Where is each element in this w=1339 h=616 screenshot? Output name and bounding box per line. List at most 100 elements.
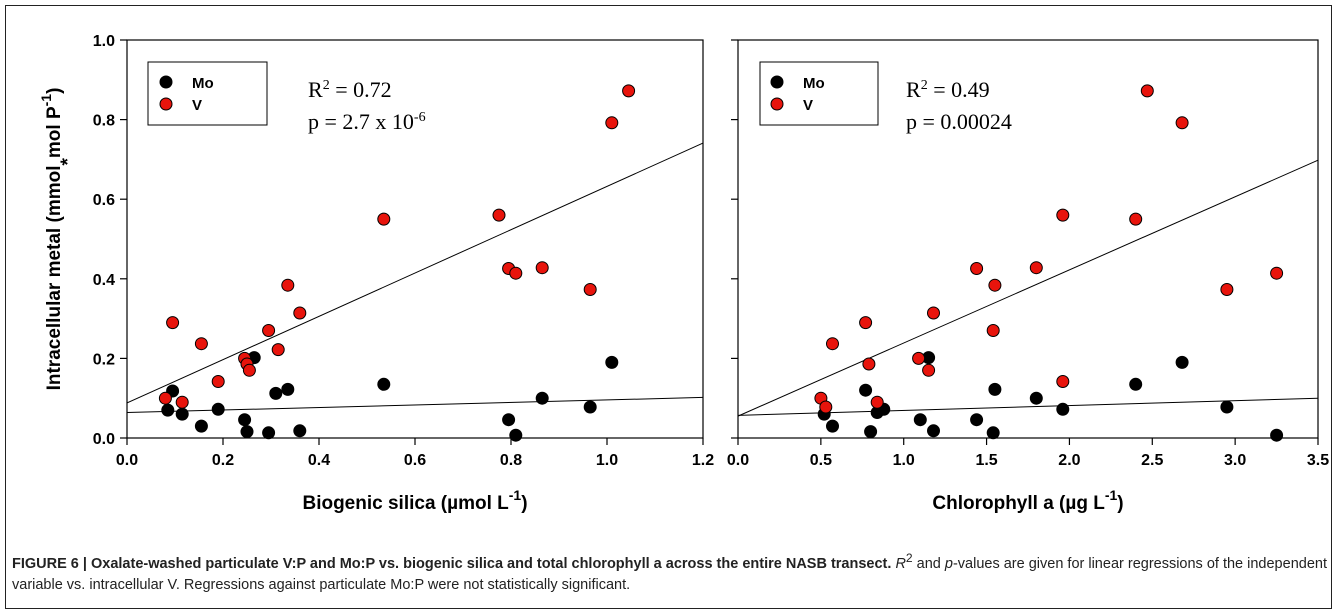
right-point-v: [912, 351, 926, 365]
right-point-v: [986, 324, 1000, 337]
left-y-tick-label: 0.4: [93, 272, 115, 289]
right-point-mo: [913, 413, 927, 427]
left-x-title-main: Biogenic silica (µmol L: [302, 493, 509, 514]
left-y-tick-label: 0.6: [93, 192, 115, 209]
left-point-mo: [502, 413, 516, 427]
left-point-mo: [377, 377, 391, 391]
left-point-v: [194, 337, 208, 351]
left-point-mo: [293, 424, 307, 438]
left-y-tick-label: 0.8: [93, 113, 115, 130]
left-stats: R2 = 0.72 p = 2.7 x 10-6: [308, 77, 426, 134]
right-p-text: p = 0.00024: [906, 109, 1012, 134]
right-x-tick-label: 2.5: [1141, 452, 1163, 469]
y-title-close: ): [44, 88, 65, 94]
left-point-v: [509, 266, 523, 280]
right-point-mo: [1029, 391, 1043, 405]
left-r2-symbol: R: [308, 77, 323, 102]
left-point-v: [293, 306, 307, 320]
right-x-tick-label: 3.5: [1307, 452, 1329, 469]
left-legend-mo-label: Mo: [192, 75, 214, 92]
left-point-v: [166, 316, 180, 330]
left-point-mo: [161, 403, 175, 417]
right-fit-line-v: [737, 159, 1319, 417]
right-x-title-main: Chlorophyll a (µg L: [932, 493, 1105, 514]
y-title-sup: -1: [38, 94, 54, 107]
right-point-mo: [1220, 400, 1234, 414]
figure-caption: FIGURE 6 | Oxalate-washed particulate V:…: [12, 548, 1327, 596]
left-marks: 0.0 0.2 0.4 0.6 0.8 1.0 1.2 0.0 0.2 0.4 0.6 0.8 1.0: [93, 33, 714, 469]
left-point-v: [281, 278, 295, 292]
right-point-mo: [1175, 355, 1189, 369]
left-point-v: [242, 363, 256, 377]
left-point-mo: [583, 400, 597, 414]
left-point-mo: [509, 428, 523, 442]
right-point-mo: [927, 424, 940, 438]
left-point-mo: [269, 386, 283, 400]
left-x-tick-label: 0.2: [212, 452, 234, 469]
left-point-v: [175, 395, 189, 409]
left-point-v: [622, 84, 636, 98]
right-point-v: [1220, 283, 1234, 296]
left-point-v: [535, 261, 549, 275]
right-point-v: [970, 262, 984, 275]
left-x-tick-label: 0.8: [500, 452, 522, 469]
right-legend-mo-marker: [770, 75, 784, 89]
left-point-mo: [281, 382, 295, 396]
y-title-star: *: [58, 158, 79, 166]
right-point-v: [1056, 375, 1070, 388]
right-x-tick-label: 2.0: [1058, 452, 1080, 469]
caption-body: -values are given for linear regressions…: [12, 555, 1327, 593]
right-point-v: [859, 316, 873, 330]
right-x-tick-label: 3.0: [1224, 452, 1246, 469]
left-x-title-close: ): [521, 493, 527, 514]
right-point-v: [870, 395, 884, 409]
right-point-v: [1175, 116, 1189, 130]
right-x-tick-label: 0.5: [810, 452, 832, 469]
caption-head: FIGURE 6 | Oxalate-washed particulate V:…: [12, 555, 892, 572]
right-point-v: [862, 357, 876, 371]
right-x-axis-title: Chlorophyll a (µg L-1): [932, 487, 1123, 514]
right-point-v: [927, 306, 940, 320]
left-point-mo: [175, 407, 189, 421]
left-point-mo: [262, 426, 276, 440]
right-point-mo: [1056, 402, 1070, 416]
left-p-main: p = 2.7 x 10: [308, 109, 414, 134]
caption-r2-sup: 2: [905, 551, 913, 565]
right-point-v: [1029, 261, 1043, 275]
left-point-mo: [211, 402, 225, 416]
left-point-mo: [535, 391, 549, 405]
y-title-main: Intracellular metal (mmol: [44, 166, 65, 391]
right-marks: 0.0 0.5 1.0 1.5 2.0 2.5 3.0 3.5: [727, 39, 1329, 469]
left-x-tick-label: 0.6: [404, 452, 426, 469]
right-r2-symbol: R: [906, 77, 921, 102]
y-title-mid: mol P: [44, 106, 65, 158]
left-r2-text: R2 = 0.72: [308, 77, 392, 102]
right-point-v: [1129, 212, 1143, 226]
right-x-title-close: ): [1117, 493, 1123, 514]
left-y-tick-label: 0.0: [93, 431, 115, 448]
left-point-v: [271, 343, 285, 357]
right-point-mo: [1270, 428, 1284, 442]
right-x-tick-label: 1.5: [975, 452, 997, 469]
right-r2-sup: 2: [921, 78, 928, 93]
right-legend-mo-label: Mo: [803, 75, 825, 92]
right-stats: R2 = 0.49 p = 0.00024: [906, 77, 1012, 134]
right-panel: 0.0 0.5 1.0 1.5 2.0 2.5 3.0 3.5 Mo V R2 = 0.49 …: [727, 39, 1329, 514]
left-x-tick-label: 0.4: [308, 452, 330, 469]
right-point-mo: [988, 382, 1002, 396]
right-legend-box: [759, 61, 879, 126]
left-p-sup: -6: [414, 110, 426, 125]
left-point-mo: [238, 413, 252, 427]
right-legend-v-label: V: [803, 97, 813, 114]
left-point-v: [583, 283, 597, 296]
left-point-v: [211, 375, 225, 388]
y-axis-title: Intracellular metal (mmol*mol P-1): [38, 88, 79, 391]
right-point-v: [826, 337, 839, 351]
left-x-axis-title: Biogenic silica (µmol L-1): [302, 487, 527, 514]
right-point-v: [988, 278, 1002, 292]
right-point-v: [819, 400, 833, 414]
left-x-tick-label: 0.0: [116, 452, 138, 469]
right-point-mo: [826, 419, 839, 433]
left-point-mo: [194, 419, 208, 433]
left-panel: 0.0 0.2 0.4 0.6 0.8 1.0 1.20.00.20.40.60.81.0 …: [38, 33, 714, 514]
